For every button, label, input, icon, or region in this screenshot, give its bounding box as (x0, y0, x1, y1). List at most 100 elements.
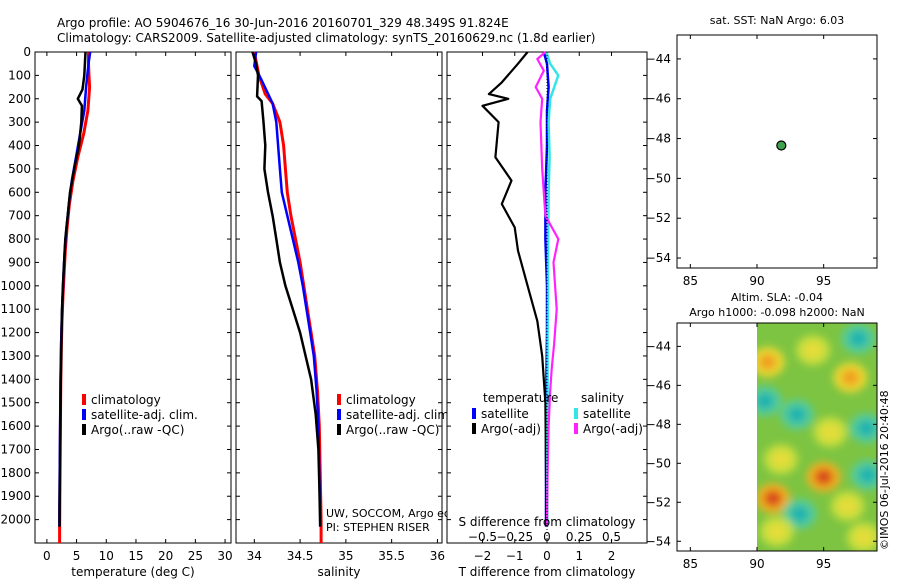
sst_location-xtick-label: 90 (749, 274, 764, 288)
salinity-series-satellite-adj-clim- (253, 51, 322, 527)
altimetry-panel: Altim. SLA: -0.04 Argo h1000: -0.098 h200… (646, 291, 878, 571)
salinity-legend-swatch (337, 424, 341, 435)
temperature-ytick-label: 1800 (0, 466, 31, 480)
sst_location-ytick-label: −52 (646, 211, 671, 225)
temperature-xtick-label: 25 (188, 549, 203, 563)
altimetry-blob-core (854, 529, 873, 546)
temperature-ytick-label: 800 (8, 232, 31, 246)
altimetry-blob-core (858, 467, 877, 483)
sst_location-ytick-label: −44 (646, 52, 671, 66)
salinity-xtick-label: 34 (247, 549, 262, 563)
temperature-ytick-label: 0 (23, 45, 31, 59)
sst-background (677, 35, 877, 268)
temperature-ytick-label: 1700 (0, 442, 31, 456)
salinity-annotation-line-2: PI: STEPHEN RISER (326, 521, 430, 534)
sst_location-xtick-label: 95 (816, 274, 831, 288)
altimetry-blob-core (758, 353, 777, 370)
altimetry-blob-core (757, 392, 774, 409)
temperature-ytick-label: 1100 (0, 302, 31, 316)
difference-stick-label: 0.25 (566, 530, 593, 544)
altimetry-blob-core (788, 406, 806, 423)
difference-legend-swatch (574, 408, 578, 419)
temperature-ytick-label: 100 (8, 68, 31, 82)
difference-legend-label: satellite (481, 407, 529, 421)
difference-legend-swatch (472, 408, 476, 419)
temperature-legend-label: satellite-adj. clim. (91, 408, 198, 422)
altimetry-title-line-1: Altim. SLA: -0.04 (731, 291, 823, 304)
salinity-xtick-label: 34.5 (287, 549, 314, 563)
altimetry-blob-core (821, 424, 840, 441)
temperature-ytick-label: 300 (8, 115, 31, 129)
temperature-legend-label: climatology (91, 393, 161, 407)
temperature-frame (34, 51, 232, 544)
altimetry-ytick-label: −48 (646, 417, 671, 431)
temperature-xlabel: temperature (deg C) (71, 565, 194, 579)
difference-stick-label: −0.25 (496, 530, 533, 544)
temperature-ytick-label: 1200 (0, 326, 31, 340)
temperature-xtick-label: 5 (73, 549, 81, 563)
imos-date-label: ©IMOS 06-Jul-2016 20:40:48 (878, 390, 891, 550)
temperature-xtick-label: 30 (217, 549, 232, 563)
altimetry-field (757, 323, 877, 551)
temperature-ytick-label: 900 (8, 255, 31, 269)
difference-series-salinity-satellite (545, 51, 560, 527)
altimetry-blobs (757, 323, 877, 551)
difference-legend-swatch (574, 423, 578, 434)
temperature-ytick-label: 1300 (0, 349, 31, 363)
temperature-ytick-label: 1400 (0, 372, 31, 386)
difference-stick-label: 0.5 (602, 530, 621, 544)
temperature-ytick-label: 1000 (0, 279, 31, 293)
header-line-2: Climatology: CARS2009. Satellite-adjuste… (57, 31, 595, 45)
temperature-legend-swatch (82, 409, 86, 420)
temperature-xtick-label: 15 (128, 549, 143, 563)
altimetry-blob-core (772, 451, 790, 468)
temperature-ytick-label: 1600 (0, 419, 31, 433)
salinity-series-argo-raw-qc- (251, 51, 322, 527)
salinity-legend-label: satellite-adj. clim. (346, 408, 453, 422)
altimetry-ytick-label: −54 (646, 534, 671, 548)
temperature-ytick-label: 200 (8, 92, 31, 106)
salinity-legend-label: climatology (346, 393, 416, 407)
temperature-xtick-label: 20 (158, 549, 173, 563)
difference-legend-label: Argo(-adj) (583, 422, 643, 436)
sst_location-xtick-label: 85 (683, 274, 698, 288)
difference-xlabel: T difference from climatology (458, 565, 636, 579)
difference-series-temperature-argo-adj- (481, 51, 548, 527)
temperature-xtick-label: 0 (43, 549, 51, 563)
difference-xtick-label: −2 (474, 549, 492, 563)
argo-position-marker (776, 140, 787, 151)
salinity-xlabel: salinity (317, 565, 360, 579)
sst_location-ytick-label: −50 (646, 171, 671, 185)
sst_location-ytick-label: −54 (646, 251, 671, 265)
difference-xtick-label: 1 (575, 549, 583, 563)
temperature-legend-swatch (82, 394, 86, 405)
salinity-xtick-label: 35 (338, 549, 353, 563)
altimetry-ytick-label: −44 (646, 339, 671, 353)
difference-legend-title-salinity: salinity (581, 391, 624, 405)
altimetry-xtick-label: 90 (749, 557, 764, 571)
salinity-frame (235, 51, 443, 544)
altimetry-frame (676, 322, 878, 552)
difference-stick-label: −0.5 (468, 530, 497, 544)
temperature-panel: 0100200300400500600700800900100011001200… (0, 45, 232, 579)
temperature-ytick-label: 400 (8, 139, 31, 153)
temperature-series-argo-raw-qc- (58, 51, 87, 527)
sst_location-ytick-label: −48 (646, 132, 671, 146)
temperature-ytick-label: 600 (8, 185, 31, 199)
salinity-xtick-label: 36 (430, 549, 445, 563)
temperature-ytick-label: 700 (8, 209, 31, 223)
difference-legend-label: satellite (583, 407, 631, 421)
altimetry-title-line-2: Argo h1000: -0.098 h2000: NaN (689, 306, 865, 319)
temperature-legend-swatch (82, 424, 86, 435)
temperature-ytick-label: 500 (8, 162, 31, 176)
difference-legend-title-temperature: temperature (483, 391, 558, 405)
temperature-xtick-label: 10 (99, 549, 114, 563)
difference-series-salinity-argo-adj- (534, 51, 560, 527)
difference-legend-swatch (472, 423, 476, 434)
altimetry-ytick-label: −50 (646, 456, 671, 470)
altimetry-blob-core (768, 523, 786, 540)
altimetry-blob-core (841, 369, 860, 386)
temperature-ytick-label: 1900 (0, 489, 31, 503)
altimetry-blob-core (849, 330, 868, 347)
altimetry-blob-core (790, 505, 809, 522)
